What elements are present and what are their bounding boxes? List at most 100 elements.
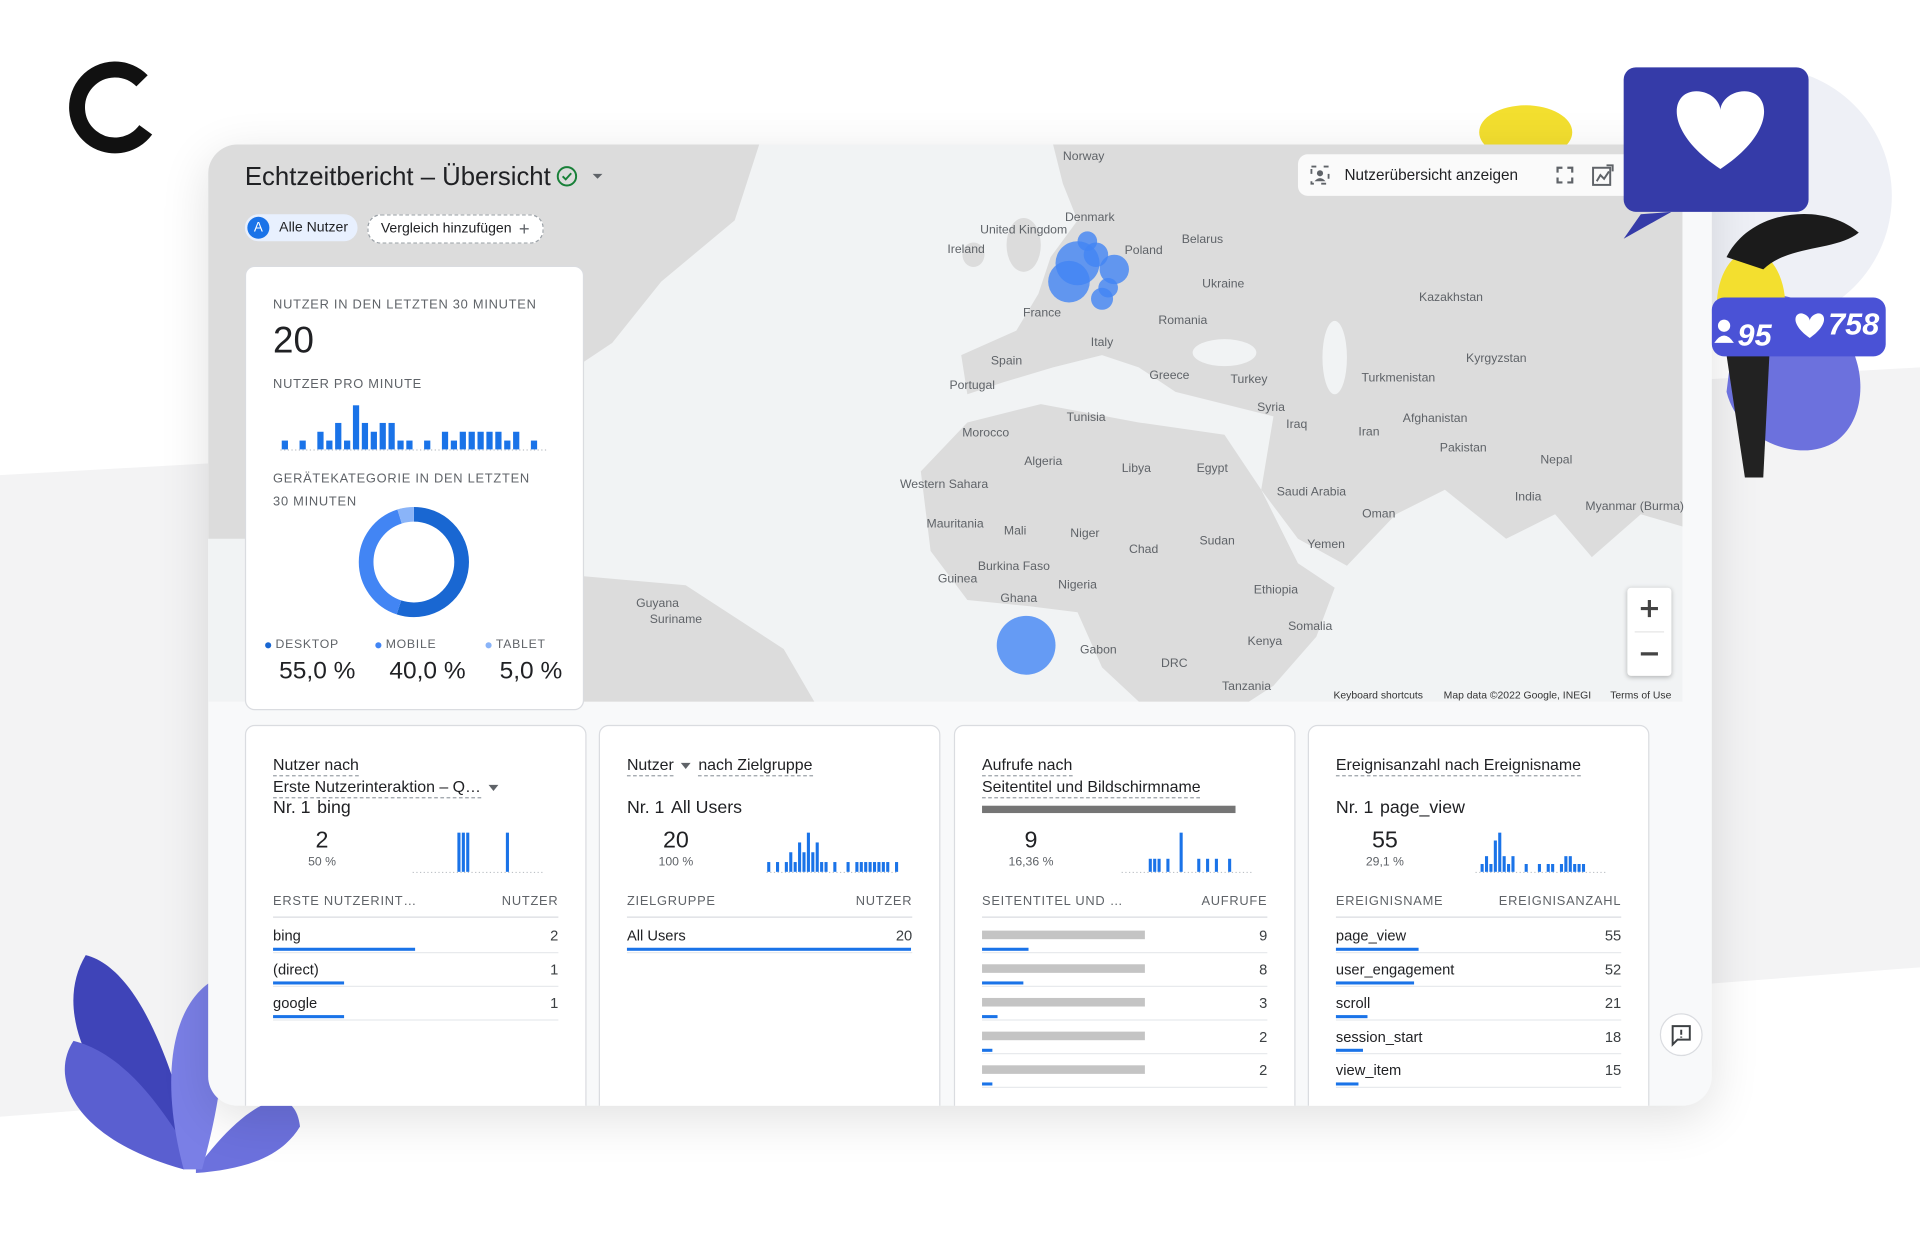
row-bar <box>982 1048 993 1052</box>
icon-path <box>1592 166 1612 186</box>
column-header: NUTZER <box>501 893 559 909</box>
row-label: All Users <box>626 926 686 945</box>
dropdown-caret[interactable] <box>681 762 691 774</box>
row-value: 18 <box>1604 1027 1622 1046</box>
toolbar: Nutzerübersicht anzeigen <box>1297 154 1676 196</box>
sparkline-bar <box>864 862 868 872</box>
sparkline-bar <box>1157 858 1161 872</box>
user-location-bubble <box>1098 277 1118 298</box>
chip-all-users[interactable]: A Alle Nutzer <box>244 214 358 242</box>
map-label: Niger <box>1070 526 1099 540</box>
row-value: 2 <box>550 926 559 945</box>
sea <box>1322 320 1347 395</box>
sparkline-bar <box>1166 858 1170 872</box>
fullscreen-icon[interactable] <box>1555 165 1575 185</box>
zoom-in[interactable] <box>1640 600 1658 618</box>
sparkline-bar <box>1577 864 1581 872</box>
column-header: NUTZER <box>855 893 913 909</box>
sparkline-bar <box>477 431 484 450</box>
column-header: EREIGNISNAME <box>1335 893 1444 909</box>
card-charts <box>626 832 913 954</box>
sparkline-bar <box>767 862 771 872</box>
chip-add-comparison[interactable]: Vergleich hinzufügen + <box>367 214 544 244</box>
feedback-button[interactable] <box>1659 1013 1703 1057</box>
map-label: Somalia <box>1288 619 1332 633</box>
sparkline-bar <box>798 842 802 872</box>
legend-label: MOBILE <box>385 637 437 652</box>
row-bar <box>1335 947 1419 951</box>
sparkline-bar <box>495 431 502 450</box>
map-label: Suriname <box>650 612 703 626</box>
map-label: Syria <box>1257 400 1285 414</box>
redacted-row-label <box>982 997 1145 1007</box>
chip-label: Vergleich hinzufügen <box>380 221 512 237</box>
sparkline-bar <box>486 431 493 450</box>
map-label: Denmark <box>1065 210 1116 224</box>
sparkline-bar <box>530 440 538 450</box>
sparkline-bar <box>1493 840 1497 872</box>
map-label: Ukraine <box>1202 276 1244 290</box>
legend-dot <box>375 642 382 649</box>
sparkline-bar <box>457 832 461 872</box>
card-title-line: Erste Nutzerinteraktion – Q… <box>273 778 499 799</box>
metric-label: NUTZER PRO MINUTE <box>273 377 422 392</box>
card-title-line: Nutzer nach Zielgruppe <box>626 756 813 777</box>
user-icon[interactable] <box>1310 165 1330 185</box>
row-value: 2 <box>1259 1061 1268 1079</box>
row-label: user_engagement <box>1335 960 1455 978</box>
row-label: scroll <box>1335 994 1371 1012</box>
sparkline-bar <box>406 440 413 450</box>
user-location-bubble <box>1099 254 1129 285</box>
map-label: Tanzania <box>1222 679 1271 693</box>
map-label: Kenya <box>1248 634 1283 648</box>
row-bar <box>273 947 416 951</box>
row-bar <box>1335 1015 1368 1019</box>
report-card: Nutzer nach Erste Nutzerinteraktion – Q… N… <box>244 724 587 1106</box>
share-icon[interactable] <box>1632 164 1654 186</box>
map-label: France <box>1023 306 1061 320</box>
map-label: Tunisia <box>1067 410 1106 424</box>
top-item: All Users <box>671 798 743 818</box>
app-window: Norway Denmark United Kingdom Ireland Poland… <box>208 144 1712 1106</box>
top-value: 9 <box>1024 827 1038 854</box>
status-indicator[interactable] <box>556 164 605 188</box>
dropdown-caret[interactable] <box>488 784 499 796</box>
sparkline-bar <box>1551 864 1555 872</box>
status-icon <box>556 166 578 187</box>
card-title: nach Zielgruppe <box>698 756 813 777</box>
sparkline-bar <box>1179 832 1183 872</box>
land <box>1006 217 1041 272</box>
toolbar-button[interactable]: Nutzerübersicht anzeigen <box>1344 166 1519 184</box>
sparkline-bar <box>1524 864 1528 872</box>
dropdown-caret <box>592 173 603 179</box>
row-bar <box>1335 1082 1359 1086</box>
realtime-charts <box>265 405 548 649</box>
sparkline-bar <box>1568 856 1572 872</box>
sparkline-bar <box>811 852 815 872</box>
sparkline-bar <box>1484 856 1489 872</box>
feedback-icon <box>1671 1025 1691 1047</box>
leaf <box>64 1040 196 1170</box>
sparkline-bar <box>459 431 466 450</box>
sparkline-bar <box>872 862 877 872</box>
row-label: (direct) <box>273 960 319 978</box>
map-label: Iraq <box>1286 417 1307 431</box>
sparkline-bar <box>1537 864 1541 872</box>
map-label: Western Sahara <box>900 477 988 491</box>
map-label: Chad <box>1129 542 1158 556</box>
metric-value: 20 <box>273 320 314 362</box>
page-title: Echtzeitbericht – Übersicht <box>244 162 551 192</box>
sparkline-bar <box>1502 856 1506 872</box>
sparkline-bar <box>441 431 449 450</box>
legend-value: 5,0 % <box>499 657 563 685</box>
row-value: 55 <box>1604 926 1622 945</box>
map-label: DRC <box>1161 656 1188 670</box>
sparkline-bar <box>461 832 465 872</box>
land <box>575 575 815 702</box>
sparkline-bar <box>886 862 890 872</box>
edit-report-icon[interactable] <box>1592 164 1614 186</box>
column-header: AUFRUFE <box>1201 893 1268 909</box>
card-title-line: Aufrufe nach <box>982 756 1073 777</box>
